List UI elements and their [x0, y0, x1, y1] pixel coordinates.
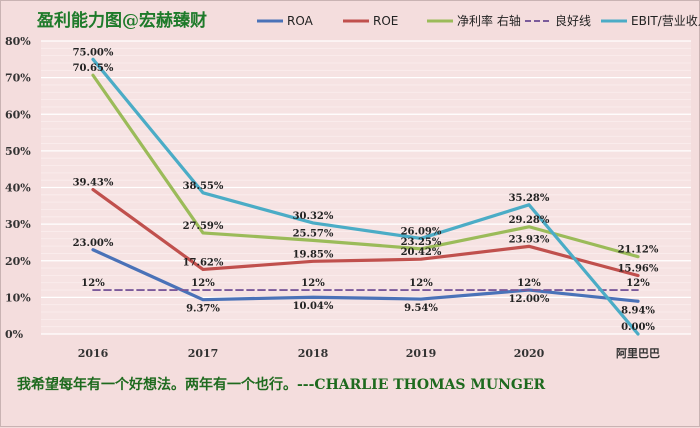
y-tick-label: 0%: [5, 328, 24, 341]
data-label: 23.00%: [73, 238, 114, 249]
data-label: 35.28%: [509, 193, 550, 204]
data-label: 27.59%: [183, 221, 224, 232]
series-line-4: [91, 57, 640, 336]
data-label: 23.93%: [509, 234, 550, 245]
x-tick-label: 阿里巴巴: [616, 346, 660, 360]
series-line-2: [91, 73, 640, 259]
legend-label: ROE: [373, 14, 398, 28]
data-label: 20.42%: [401, 247, 442, 258]
y-tick-label: 80%: [5, 35, 31, 48]
y-tick-label: 30%: [5, 218, 31, 231]
y-tick-label: 10%: [5, 291, 31, 304]
x-tick-label: 2016: [78, 347, 109, 360]
series-line-1: [91, 187, 640, 278]
y-tick-label: 70%: [5, 72, 31, 85]
data-label: 23.25%: [401, 237, 442, 248]
data-label: 9.54%: [404, 303, 438, 314]
x-tick-label: 2020: [514, 347, 545, 360]
data-label: 9.37%: [186, 304, 220, 315]
data-label: 19.85%: [293, 249, 334, 260]
data-label: 29.28%: [509, 215, 550, 226]
data-label: 21.12%: [618, 245, 659, 256]
data-label: 39.43%: [73, 178, 114, 189]
data-label: 8.94%: [621, 305, 655, 316]
chart-title: 盈利能力图@宏赫臻财: [36, 10, 207, 31]
legend-label: EBIT/营业收入: [631, 14, 700, 28]
data-label: 25.57%: [293, 228, 334, 239]
data-label: 12%: [81, 278, 105, 289]
data-label: 75.00%: [73, 47, 114, 58]
x-tick-label: 2019: [406, 347, 437, 360]
data-label: 12%: [626, 278, 650, 289]
series-line-0: [91, 248, 640, 303]
data-label: 12%: [409, 278, 433, 289]
y-tick-label: 50%: [5, 145, 31, 158]
data-label: 12.00%: [509, 294, 550, 305]
data-label: 12%: [301, 278, 325, 289]
data-label: 12%: [517, 278, 541, 289]
quote-text: 我希望每年有一个好想法。两年有一个也行。---CHARLIE THOMAS MU…: [17, 376, 546, 393]
legend-label: 净利率 右轴: [457, 13, 521, 28]
data-label: 12%: [191, 278, 215, 289]
legend-label: 良好线: [555, 13, 591, 28]
data-label: 10.04%: [293, 301, 334, 312]
y-tick-label: 40%: [5, 182, 31, 195]
data-label: 30.32%: [293, 211, 334, 222]
data-label: 26.09%: [401, 226, 442, 237]
y-tick-label: 60%: [5, 108, 31, 121]
legend-label: ROA: [287, 14, 314, 28]
data-label: 0.00%: [621, 322, 655, 333]
x-tick-label: 2018: [298, 347, 329, 360]
y-tick-label: 20%: [5, 255, 31, 268]
x-tick-label: 2017: [188, 347, 219, 360]
data-label: 17.62%: [183, 257, 224, 268]
data-label: 38.55%: [183, 181, 224, 192]
data-label: 70.65%: [73, 63, 114, 74]
data-label: 15.96%: [618, 264, 659, 275]
